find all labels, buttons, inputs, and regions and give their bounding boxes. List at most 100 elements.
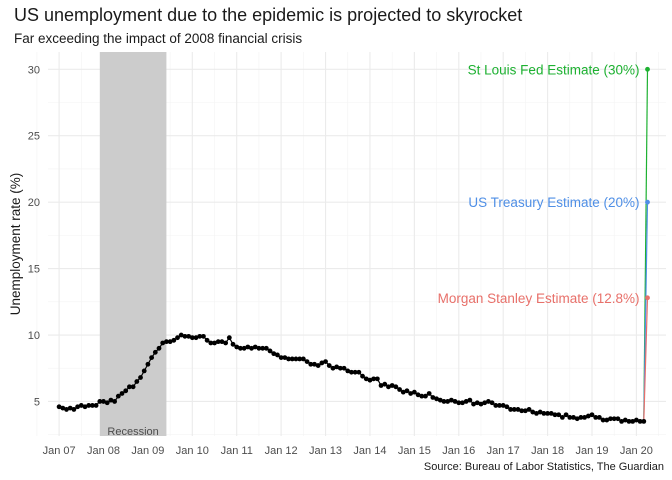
data-point [441, 399, 447, 404]
data-point [160, 340, 166, 346]
data-point [278, 355, 284, 361]
data-point [467, 397, 473, 403]
x-tick-label: Jan 14 [353, 445, 386, 457]
data-point [497, 403, 502, 408]
data-point [611, 416, 617, 422]
data-point [164, 339, 169, 345]
data-point [415, 392, 421, 398]
data-point [400, 389, 406, 395]
data-point [508, 407, 513, 412]
data-point [404, 388, 410, 394]
data-point [360, 373, 365, 379]
data-point [130, 384, 136, 390]
data-point [596, 414, 602, 420]
data-point [271, 351, 277, 357]
recession-band: Recession [99, 52, 167, 438]
chart-title: US unemployment due to the epidemic is p… [14, 5, 523, 25]
data-point [267, 348, 273, 354]
data-point [608, 416, 613, 422]
data-point [219, 339, 225, 345]
data-point [245, 344, 251, 350]
data-point [337, 365, 343, 371]
data-point [82, 404, 88, 410]
data-point [641, 418, 647, 424]
data-point [289, 356, 295, 362]
data-point [86, 403, 92, 408]
y-tick-label: 15 [28, 264, 40, 276]
chart-caption: Source: Bureau of Labor Statistics, The … [423, 461, 664, 473]
data-point [145, 361, 151, 367]
x-tick-label: Jan 11 [221, 445, 253, 457]
data-point [256, 345, 262, 351]
data-point [123, 388, 129, 394]
y-tick-label: 25 [28, 131, 40, 143]
data-point [485, 399, 491, 404]
y-tick-label: 20 [28, 197, 40, 209]
y-tick-label: 30 [28, 64, 40, 76]
estimate-point [645, 199, 650, 205]
data-point [252, 344, 258, 350]
x-tick-label: Jan 16 [442, 445, 475, 457]
x-tick-label: Jan 13 [309, 445, 342, 457]
data-point [223, 340, 229, 346]
data-point [537, 409, 543, 415]
data-point [593, 414, 599, 420]
data-point [567, 414, 573, 420]
data-point [189, 335, 195, 341]
data-point [437, 397, 443, 403]
data-point [411, 389, 417, 395]
data-point [571, 414, 576, 420]
data-point [619, 418, 624, 424]
data-point [526, 407, 532, 412]
data-point [386, 384, 391, 390]
estimate-annotations: St Louis Fed Estimate (30%) US Treasury E… [438, 62, 640, 306]
data-point [282, 355, 288, 361]
data-point [545, 411, 550, 416]
data-point [112, 399, 118, 404]
data-point [615, 416, 621, 422]
data-point [578, 414, 584, 420]
recession-label: Recession [107, 426, 158, 438]
data-point [141, 368, 147, 374]
data-point [297, 356, 303, 362]
data-point [186, 333, 192, 339]
y-axis-ticks: 5 10 15 20 25 30 [28, 64, 40, 408]
data-point [585, 413, 591, 419]
data-point [389, 383, 395, 388]
x-tick-label: Jan 10 [176, 445, 209, 457]
series-points [56, 66, 650, 424]
data-point [356, 369, 362, 375]
data-point [330, 365, 336, 371]
data-point [75, 404, 81, 410]
data-point [371, 376, 377, 382]
data-point [452, 399, 458, 404]
x-tick-label: Jan 20 [620, 445, 653, 457]
x-tick-label: Jan 09 [131, 445, 164, 457]
data-point [626, 418, 632, 424]
data-point [393, 384, 399, 390]
data-point [511, 407, 517, 412]
data-point [152, 349, 158, 355]
estimate-label: Morgan Stanley Estimate (12.8%) [438, 291, 640, 306]
data-point [463, 399, 469, 404]
estimate-point [645, 295, 650, 301]
data-point [504, 404, 510, 410]
data-point [212, 340, 217, 346]
y-axis-title: Unemployment rate (%) [8, 173, 23, 316]
data-point [67, 405, 73, 411]
data-point [286, 356, 291, 362]
x-tick-label: Jan 07 [43, 445, 76, 457]
data-point [127, 384, 132, 390]
data-point [90, 403, 95, 408]
data-point [56, 404, 62, 410]
data-point [97, 399, 103, 404]
data-point [71, 407, 77, 412]
data-point [275, 352, 280, 358]
data-point [445, 399, 451, 404]
x-tick-label: Jan 15 [398, 445, 431, 457]
data-point [149, 355, 155, 361]
data-point [230, 341, 236, 347]
data-point [234, 344, 240, 350]
data-point [119, 391, 125, 396]
